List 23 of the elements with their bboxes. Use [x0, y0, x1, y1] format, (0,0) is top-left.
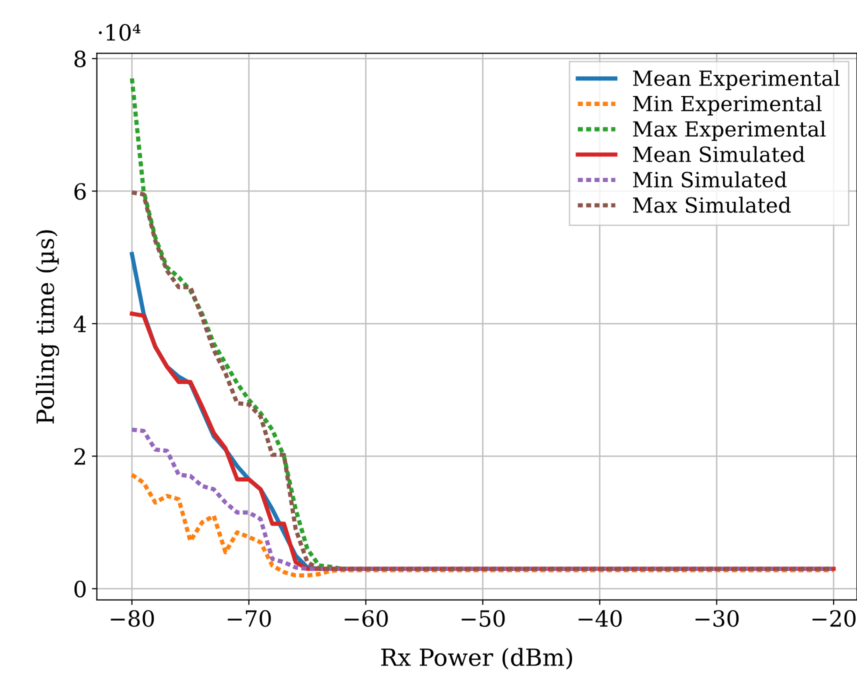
x-tick-label: −20: [812, 610, 856, 627]
y-axis-title: Polling time (µs): [36, 230, 60, 424]
legend-label: Max Simulated: [633, 196, 791, 213]
x-tick-label: −60: [344, 610, 388, 627]
y-tick-label: 4: [74, 316, 86, 332]
legend-label: Min Experimental: [633, 95, 822, 116]
x-tick-label: −50: [462, 610, 505, 627]
y-tick-label: 2: [74, 448, 85, 465]
x-tick-label: −80: [110, 610, 154, 627]
y-tick-label: 6: [74, 183, 86, 200]
x-tick-label: −40: [578, 610, 622, 627]
x-tick-label: −30: [696, 610, 739, 627]
line-series: [130, 472, 836, 578]
text: ·10⁴: [98, 24, 140, 41]
line-series: [130, 190, 836, 571]
legend-label: Max Experimental: [633, 120, 826, 141]
x-axis-title: Rx Power (dBm): [381, 648, 572, 670]
y-tick-label: 0: [74, 580, 86, 598]
legend-label: Min Simulated: [633, 171, 787, 188]
legend-label: Mean Simulated: [633, 146, 805, 162]
x-tick-label: −70: [228, 610, 271, 627]
legend-label: Mean Experimental: [633, 70, 840, 90]
y-tick-label: 8: [74, 50, 86, 68]
